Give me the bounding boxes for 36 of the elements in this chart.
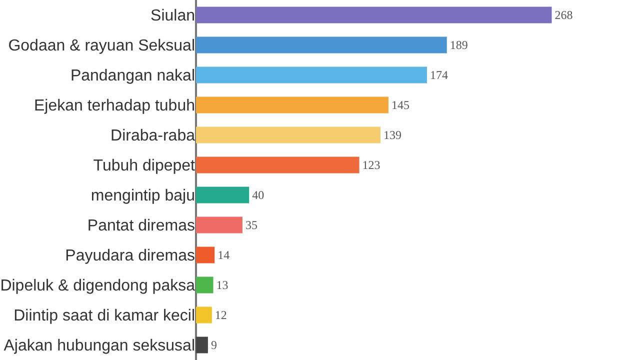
data-label: 12 <box>214 308 227 322</box>
y-tick-label: Diintip saat di kamar kecil <box>14 308 195 325</box>
bar <box>196 186 250 204</box>
y-tick-label: Godaan & rayuan Seksual <box>8 38 195 55</box>
data-label: 35 <box>245 218 258 232</box>
y-tick-label: Pantat diremas <box>87 218 195 235</box>
data-label: 9 <box>210 338 217 352</box>
bar <box>196 96 388 114</box>
y-tick-label: mengintip baju <box>90 188 195 205</box>
data-label: 268 <box>554 8 573 22</box>
data-label: 13 <box>216 278 228 292</box>
data-label: 145 <box>391 98 410 112</box>
bar <box>196 126 381 144</box>
y-tick-label: Payudara diremas <box>65 248 195 265</box>
y-tick-label: Ajakan hubungan seksusal <box>4 338 195 355</box>
bar <box>196 276 214 294</box>
y-tick-label: Pandangan nakal <box>70 68 195 85</box>
bar <box>196 216 242 234</box>
y-tick-label: Siulan <box>150 8 195 25</box>
y-tick-label: Tubuh dipepet <box>93 158 196 175</box>
bar <box>196 306 212 324</box>
y-tick-label: Ejekan terhadap tubuh <box>34 98 195 115</box>
data-label: 139 <box>384 128 402 142</box>
y-tick-label: Dipeluk & digendong paksa <box>0 278 196 295</box>
data-label: 40 <box>252 188 264 202</box>
bar <box>196 246 215 264</box>
bar <box>196 36 447 54</box>
data-label: 174 <box>430 68 448 82</box>
bar <box>196 336 208 354</box>
bar <box>196 156 360 174</box>
data-label: 123 <box>362 158 380 172</box>
bar <box>196 66 427 84</box>
y-tick-label: Diraba-raba <box>110 128 196 145</box>
data-label: 14 <box>218 248 230 262</box>
bar <box>196 6 552 24</box>
data-label: 189 <box>450 38 468 52</box>
